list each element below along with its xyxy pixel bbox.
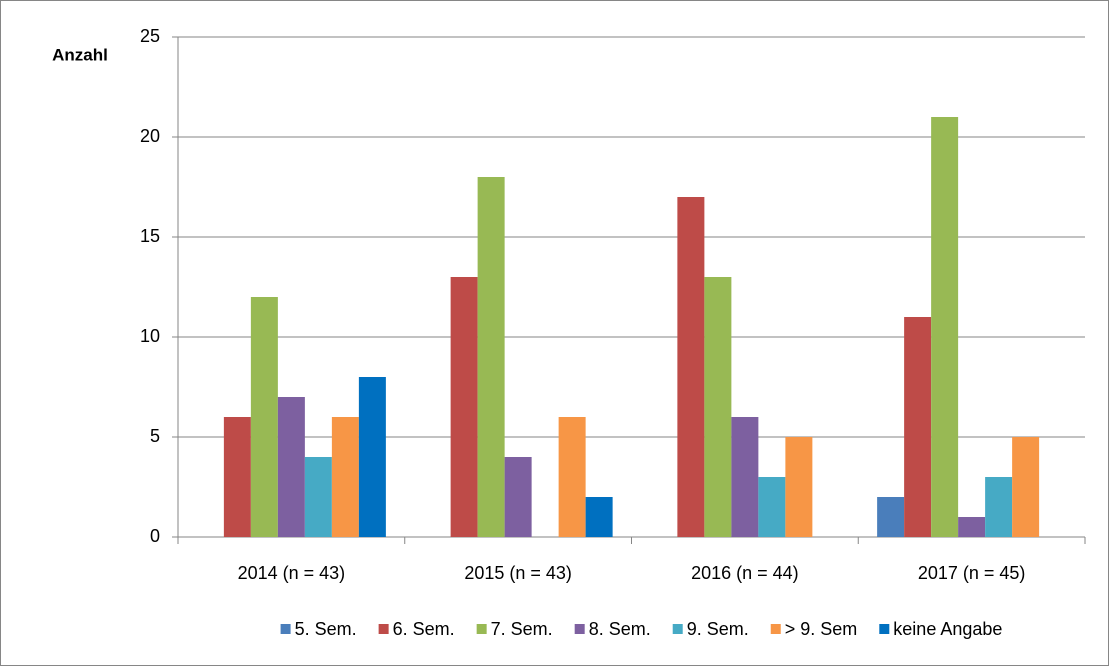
y-axis-label: Anzahl [52, 45, 108, 64]
legend-label: 7. Sem. [491, 619, 553, 639]
y-tick-label: 15 [140, 226, 160, 246]
legend-swatch [770, 624, 781, 634]
bar [477, 177, 505, 537]
x-tick-label: 2014 (n = 43) [238, 563, 346, 583]
legend-label: 8. Sem. [589, 619, 651, 639]
bar [731, 417, 759, 537]
bar [677, 197, 705, 537]
legend-swatch [879, 624, 890, 634]
y-tick-label: 0 [150, 526, 160, 546]
bar [785, 437, 813, 537]
bar [558, 417, 586, 537]
legend-label: 9. Sem. [687, 619, 749, 639]
bar [931, 117, 959, 537]
y-tick-label: 5 [150, 426, 160, 446]
legend-label: 6. Sem. [393, 619, 455, 639]
x-tick-label: 2017 (n = 45) [918, 563, 1026, 583]
bar [223, 417, 251, 537]
legend-swatch [574, 624, 585, 634]
bar [277, 397, 305, 537]
x-tick-label: 2016 (n = 44) [691, 563, 799, 583]
legend-label: > 9. Sem [785, 619, 858, 639]
bar [331, 417, 359, 537]
legend-label: keine Angabe [893, 619, 1002, 639]
legend-swatch [378, 624, 389, 634]
y-tick-label: 20 [140, 126, 160, 146]
bar [704, 277, 732, 537]
bar [904, 317, 932, 537]
bar [877, 497, 905, 537]
bar [958, 517, 986, 537]
y-tick-label: 10 [140, 326, 160, 346]
legend-swatch [280, 624, 291, 634]
legend-label: 5. Sem. [295, 619, 357, 639]
legend-swatch [476, 624, 487, 634]
bar [1012, 437, 1040, 537]
legend-swatch [672, 624, 683, 634]
y-tick-label: 25 [140, 26, 160, 46]
bar [250, 297, 278, 537]
bar [504, 457, 532, 537]
bar [450, 277, 478, 537]
bar [358, 377, 386, 537]
x-tick-label: 2015 (n = 43) [464, 563, 572, 583]
bar [758, 477, 786, 537]
bar [585, 497, 613, 537]
bar [304, 457, 332, 537]
bar [985, 477, 1013, 537]
